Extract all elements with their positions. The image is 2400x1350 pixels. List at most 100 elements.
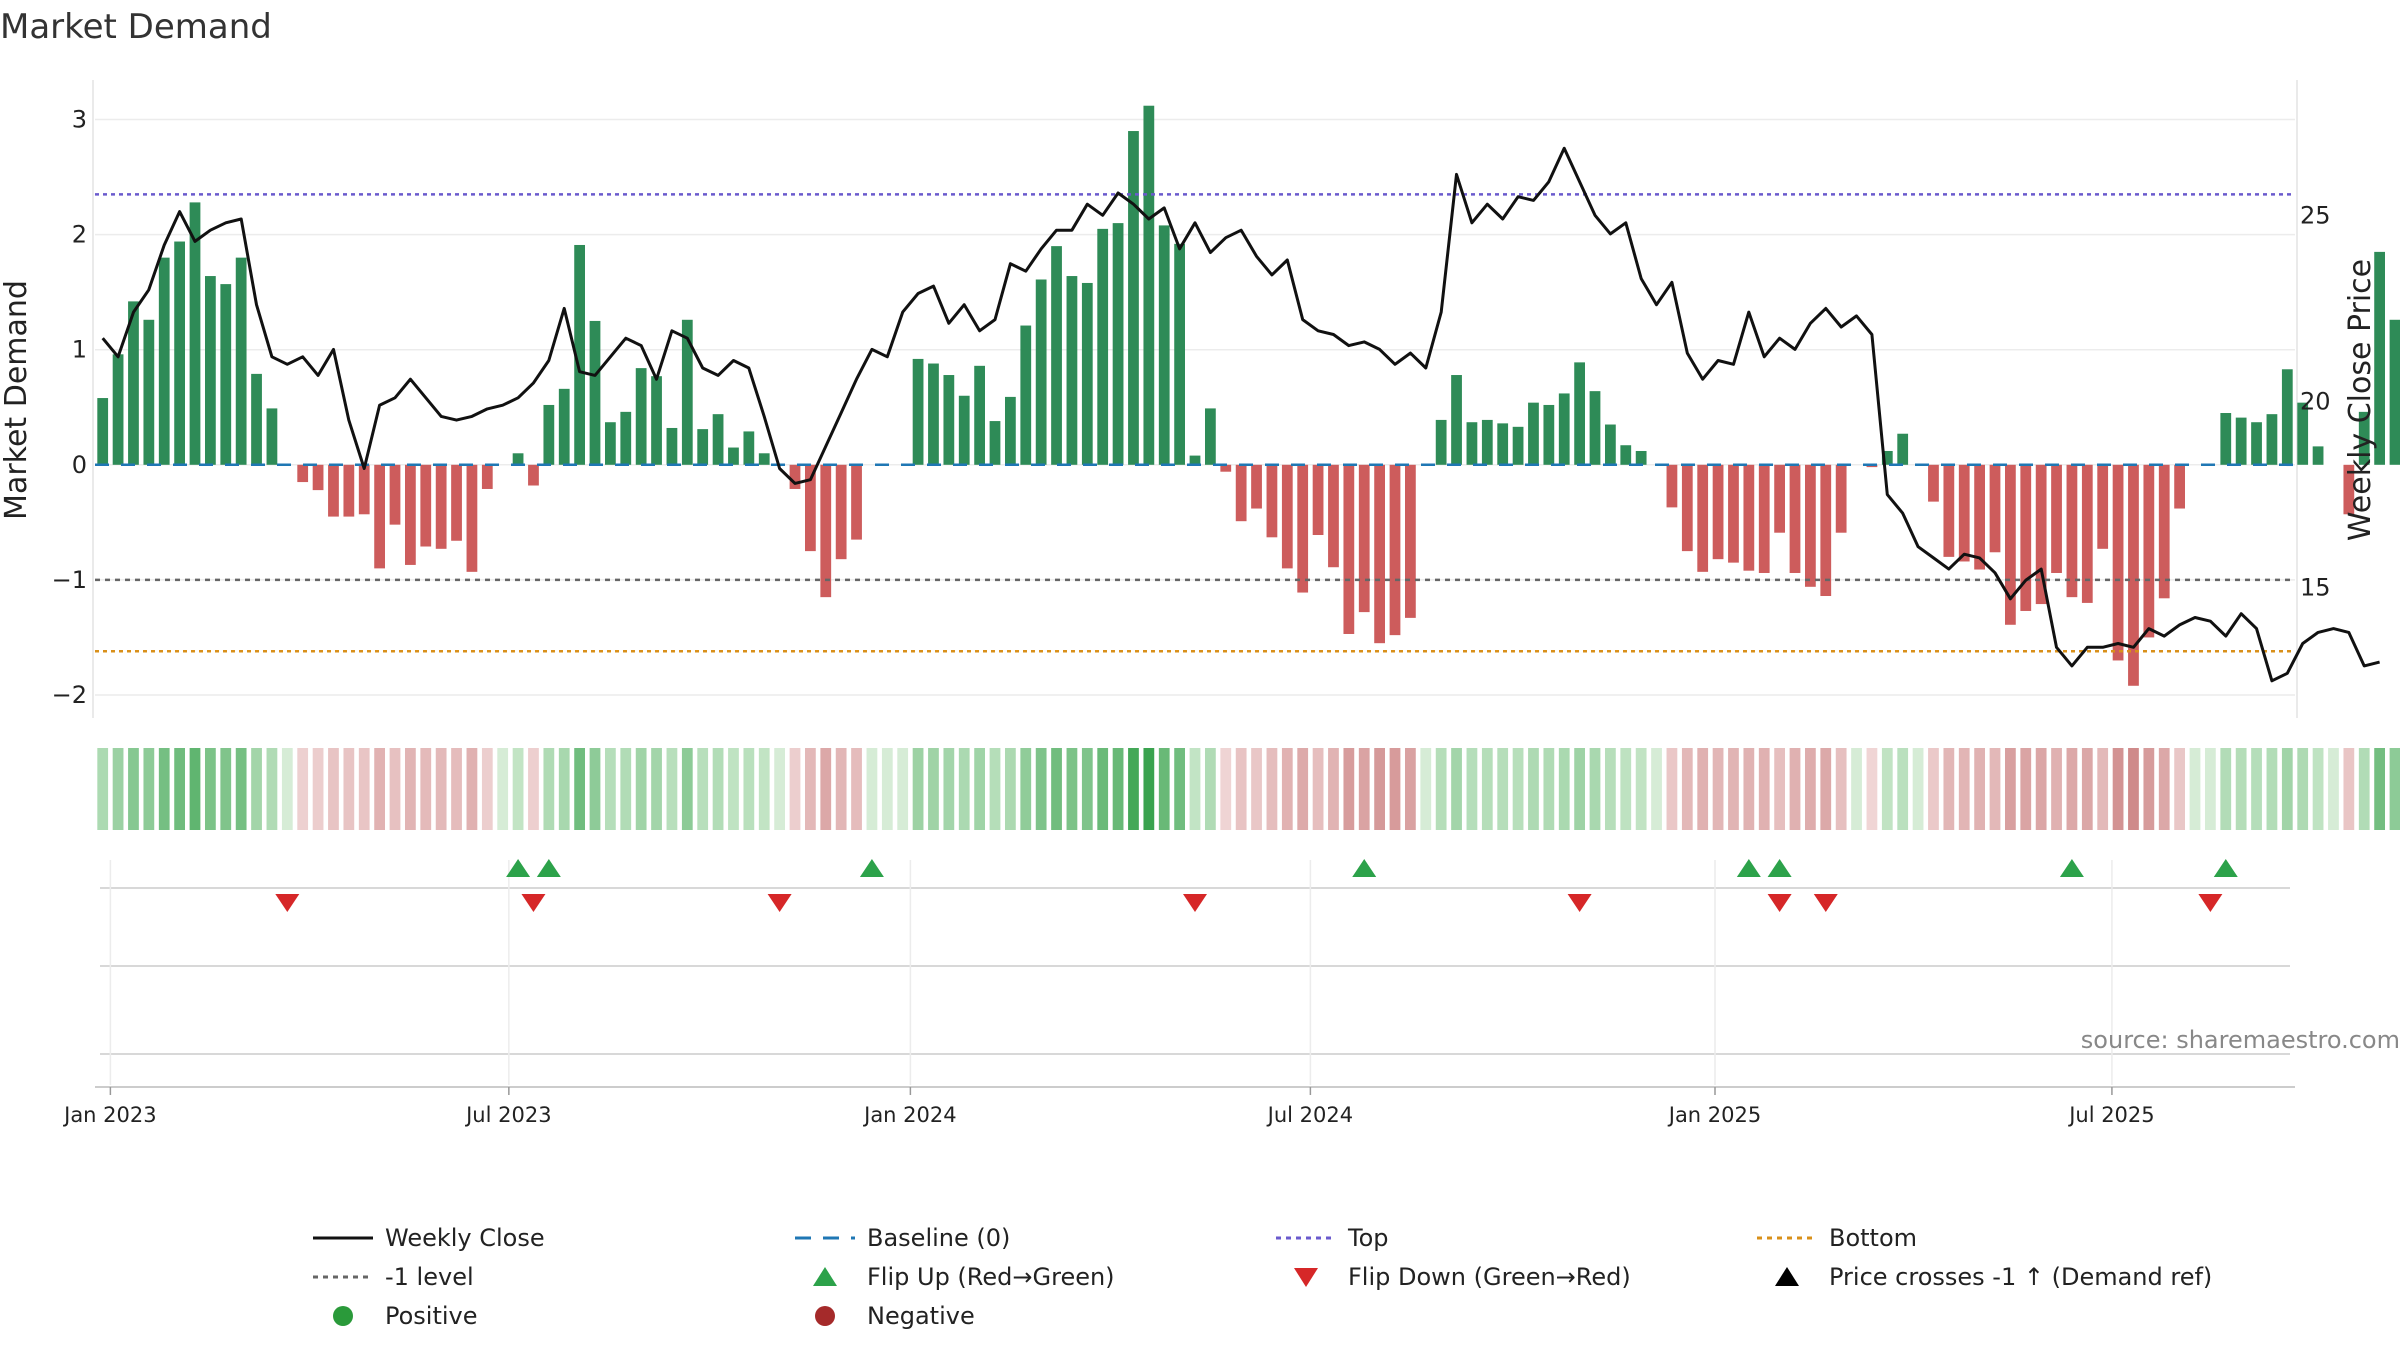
strip-cell xyxy=(974,748,985,830)
demand-bar xyxy=(2128,464,2139,686)
strip-cell xyxy=(1820,748,1832,830)
demand-bar xyxy=(2374,251,2385,465)
right-tick-label: 15 xyxy=(2300,574,2331,602)
demand-bar xyxy=(1035,279,1047,465)
demand-bar xyxy=(112,354,124,465)
strip-cell xyxy=(1481,748,1493,830)
strip-cell xyxy=(2174,748,2185,830)
strip-cell xyxy=(958,748,970,830)
strip-cell xyxy=(2328,748,2339,830)
strip-cell xyxy=(681,748,693,830)
legend-item: Flip Down (Green→Red) xyxy=(1294,1263,1631,1291)
demand-bar xyxy=(1958,464,1970,562)
left-tick-label: 2 xyxy=(72,221,87,249)
strip-cell xyxy=(743,748,755,830)
demand-bar xyxy=(1774,464,1785,533)
flip-down-marker xyxy=(767,894,792,912)
strip-cell xyxy=(1251,748,1262,830)
demand-bar xyxy=(635,368,647,465)
demand-bar xyxy=(681,319,693,465)
demand-bar xyxy=(435,464,447,549)
strip-cell xyxy=(1066,748,1078,830)
strip-cell xyxy=(1420,748,1432,830)
flip-down-marker xyxy=(1813,894,1838,912)
demand-bar xyxy=(1235,464,1247,522)
demand-bar xyxy=(2143,464,2155,638)
strip-cell xyxy=(2281,748,2293,830)
strip-cell xyxy=(1189,748,1201,830)
strip-cell xyxy=(2020,748,2032,830)
strip-cell xyxy=(897,748,909,830)
strip-cell xyxy=(1851,748,1862,830)
demand-bar xyxy=(528,464,539,486)
legend-swatch-triangle-down xyxy=(1294,1268,1318,1287)
strip-cell xyxy=(728,748,739,830)
demand-bar xyxy=(912,358,924,465)
flip-up-marker xyxy=(1736,859,1761,877)
legend-swatch-circle xyxy=(333,1306,353,1326)
demand-bar xyxy=(1989,464,2001,553)
x-tick-label: Jan 2023 xyxy=(62,1103,157,1127)
strip-cell xyxy=(866,748,878,830)
legend-item: Baseline (0) xyxy=(795,1224,1010,1252)
demand-bar xyxy=(2312,446,2324,465)
strip-cell xyxy=(1605,748,1616,830)
strip-cell xyxy=(758,748,770,830)
strip-cell xyxy=(435,748,447,830)
demand-bar xyxy=(1820,464,1832,597)
strip-cell xyxy=(666,748,678,830)
strip-cell xyxy=(1266,748,1278,830)
strip-cell xyxy=(712,748,724,830)
legend-label: Bottom xyxy=(1829,1224,1917,1252)
strip-cell xyxy=(881,748,893,830)
demand-bar xyxy=(1189,455,1201,465)
demand-bar xyxy=(512,453,524,465)
demand-bar xyxy=(389,464,401,525)
demand-bar xyxy=(1405,464,1416,618)
strip-cell xyxy=(1974,748,1985,830)
strip-cell xyxy=(2128,748,2139,830)
strip-cell xyxy=(635,748,647,830)
source-label: source: sharemaestro.com xyxy=(2081,1026,2400,1054)
demand-bar xyxy=(1835,464,1847,533)
left-tick-label: 0 xyxy=(72,451,87,479)
demand-bar xyxy=(466,464,478,572)
demand-bar xyxy=(328,464,339,517)
demand-bar xyxy=(2005,464,2016,625)
demand-bar xyxy=(743,431,755,465)
x-axis: Jan 2023 Jul 2023 Jan 2024 Jul 2024 Jan 2025… xyxy=(62,1086,2295,1127)
x-tick-label: Jul 2024 xyxy=(1266,1103,1353,1127)
legend-label: Negative xyxy=(867,1302,975,1330)
demand-bar xyxy=(958,395,970,465)
strip-cell xyxy=(1697,748,1709,830)
demand-bar xyxy=(943,375,955,465)
demand-bar xyxy=(1789,464,1801,573)
strip-cell xyxy=(2143,748,2155,830)
reference-lines xyxy=(95,193,2295,653)
strip-cell xyxy=(189,748,201,830)
strip-cell xyxy=(266,748,278,830)
strip-cell xyxy=(281,748,293,830)
legend-swatch-triangle-up xyxy=(1775,1267,1799,1286)
demand-bar xyxy=(1528,402,1539,465)
strip-cell xyxy=(451,748,462,830)
demand-bar xyxy=(174,241,185,465)
strip-cell xyxy=(2005,748,2016,830)
right-tick-label: 20 xyxy=(2300,388,2331,416)
strip-cell xyxy=(1635,748,1647,830)
demand-bar xyxy=(1112,223,1124,465)
demand-bar xyxy=(358,464,370,515)
demand-bar xyxy=(2389,319,2400,465)
strip-cell xyxy=(420,748,432,830)
demand-bar xyxy=(1620,445,1632,465)
demand-bar xyxy=(343,464,355,517)
strip-cell xyxy=(1205,748,1216,830)
strip-cell xyxy=(1466,748,1478,830)
demand-bar xyxy=(481,464,493,489)
strip-cell xyxy=(1620,748,1632,830)
demand-bar xyxy=(1974,464,1985,570)
weekly-close-line xyxy=(101,146,2380,683)
demand-bar xyxy=(1389,464,1401,636)
demand-bar xyxy=(805,464,816,552)
strip-cell xyxy=(1235,748,1247,830)
